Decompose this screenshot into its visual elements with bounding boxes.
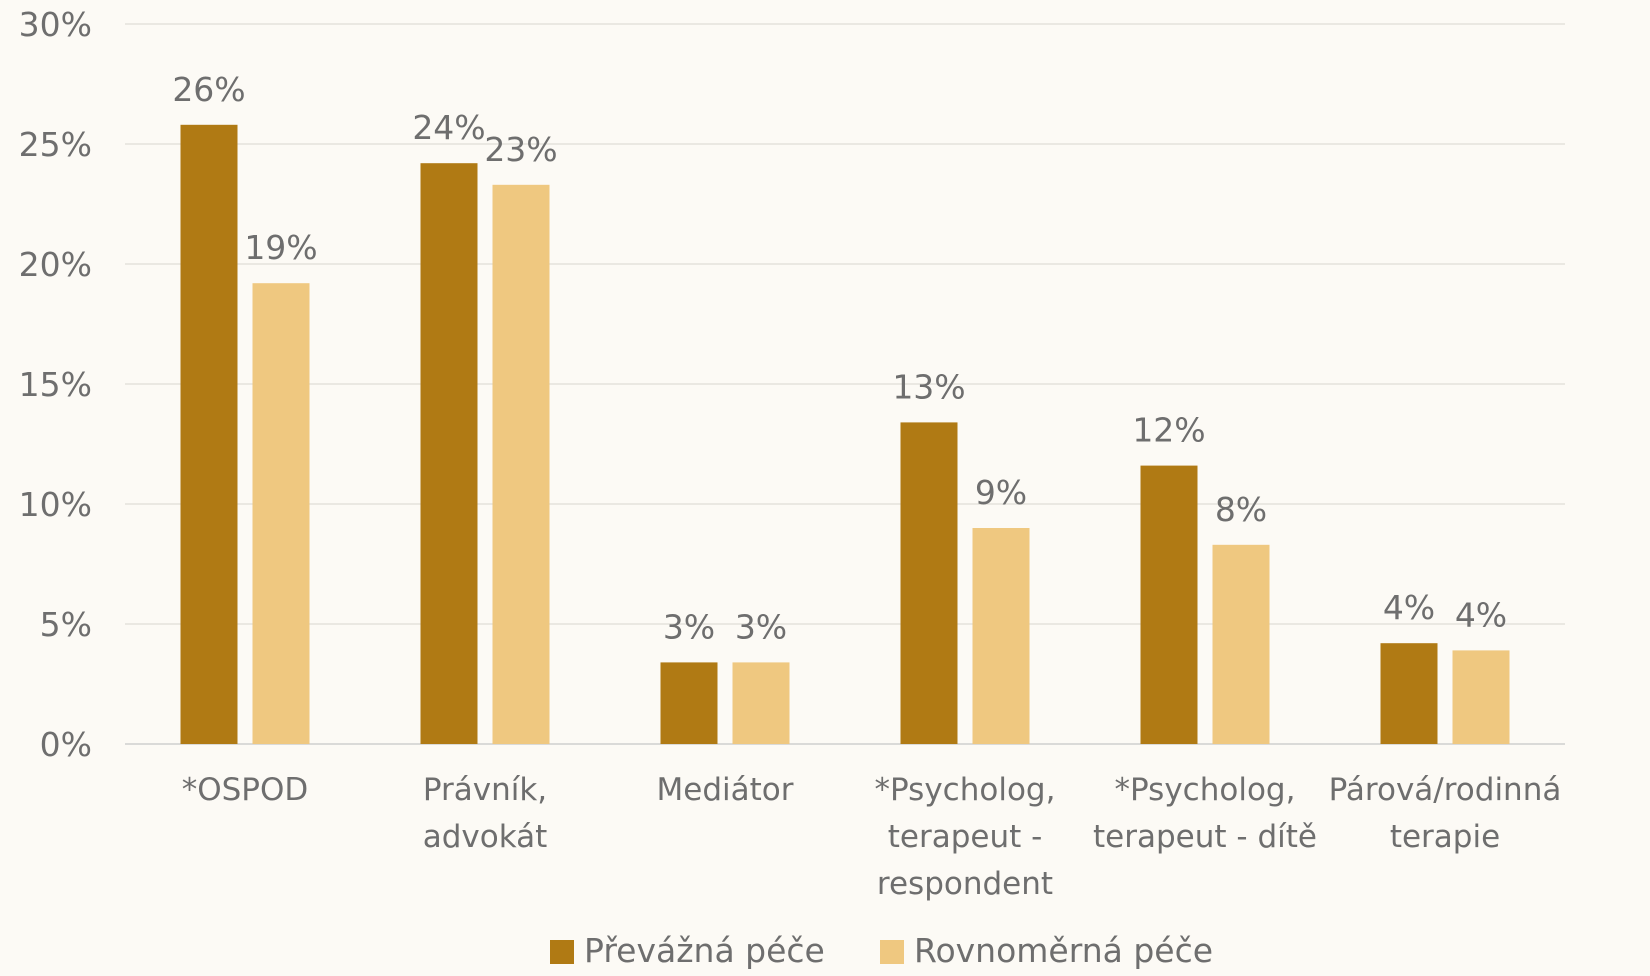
data-label: 8% — [1215, 490, 1267, 529]
data-label: 24% — [412, 108, 485, 147]
legend-swatch — [550, 940, 574, 964]
bar — [900, 422, 958, 744]
category-label: *OSPOD — [182, 772, 309, 808]
bar — [1140, 465, 1198, 744]
y-tick-label: 25% — [19, 125, 92, 164]
legend-label: Rovnoměrná péče — [914, 931, 1213, 970]
data-label: 13% — [892, 367, 965, 406]
bar — [420, 163, 478, 744]
data-label: 3% — [735, 607, 787, 646]
y-axis-ticks: 0% 5% 10% 15% 20% 25% 30% — [19, 5, 92, 764]
data-label: 4% — [1455, 595, 1507, 634]
category-label: Párová/rodinná terapie — [1329, 772, 1562, 855]
data-label: 12% — [1132, 411, 1205, 450]
category-label: Mediátor — [657, 772, 794, 808]
category-label: Právník, advokát — [423, 772, 548, 855]
bar — [1452, 650, 1510, 744]
data-label: 19% — [244, 228, 317, 267]
bar — [660, 662, 718, 744]
legend: Převážná péče Rovnoměrná péče — [550, 931, 1213, 970]
y-tick-label: 20% — [19, 245, 92, 284]
data-label: 3% — [663, 607, 715, 646]
data-label: 4% — [1383, 588, 1435, 627]
bar — [252, 283, 310, 744]
bars — [180, 124, 1510, 745]
bar — [732, 662, 790, 744]
data-label: 26% — [172, 70, 245, 109]
bar — [180, 124, 238, 745]
y-tick-label: 30% — [19, 5, 92, 44]
category-label: *Psycholog, terapeut -respondent — [875, 772, 1056, 902]
data-label: 9% — [975, 473, 1027, 512]
gridlines — [125, 23, 1565, 745]
y-tick-label: 15% — [19, 365, 92, 404]
bar — [972, 528, 1030, 744]
data-label: 23% — [484, 130, 557, 169]
y-tick-label: 5% — [40, 605, 92, 644]
data-labels: 26% 19% 24%23% 3% 3% 13% 9% 12% 8% 4% 4% — [172, 70, 1507, 647]
bar — [1380, 643, 1438, 744]
bar — [1212, 544, 1270, 744]
y-tick-label: 0% — [40, 725, 92, 764]
y-tick-label: 10% — [19, 485, 92, 524]
legend-swatch — [880, 940, 904, 964]
category-label: *Psycholog, terapeut - dítě — [1093, 772, 1317, 855]
x-axis-categories: *OSPOD Právník, advokát Mediátor *Psycholog,… — [182, 772, 1562, 902]
legend-label: Převážná péče — [584, 931, 825, 970]
bar — [492, 184, 550, 745]
